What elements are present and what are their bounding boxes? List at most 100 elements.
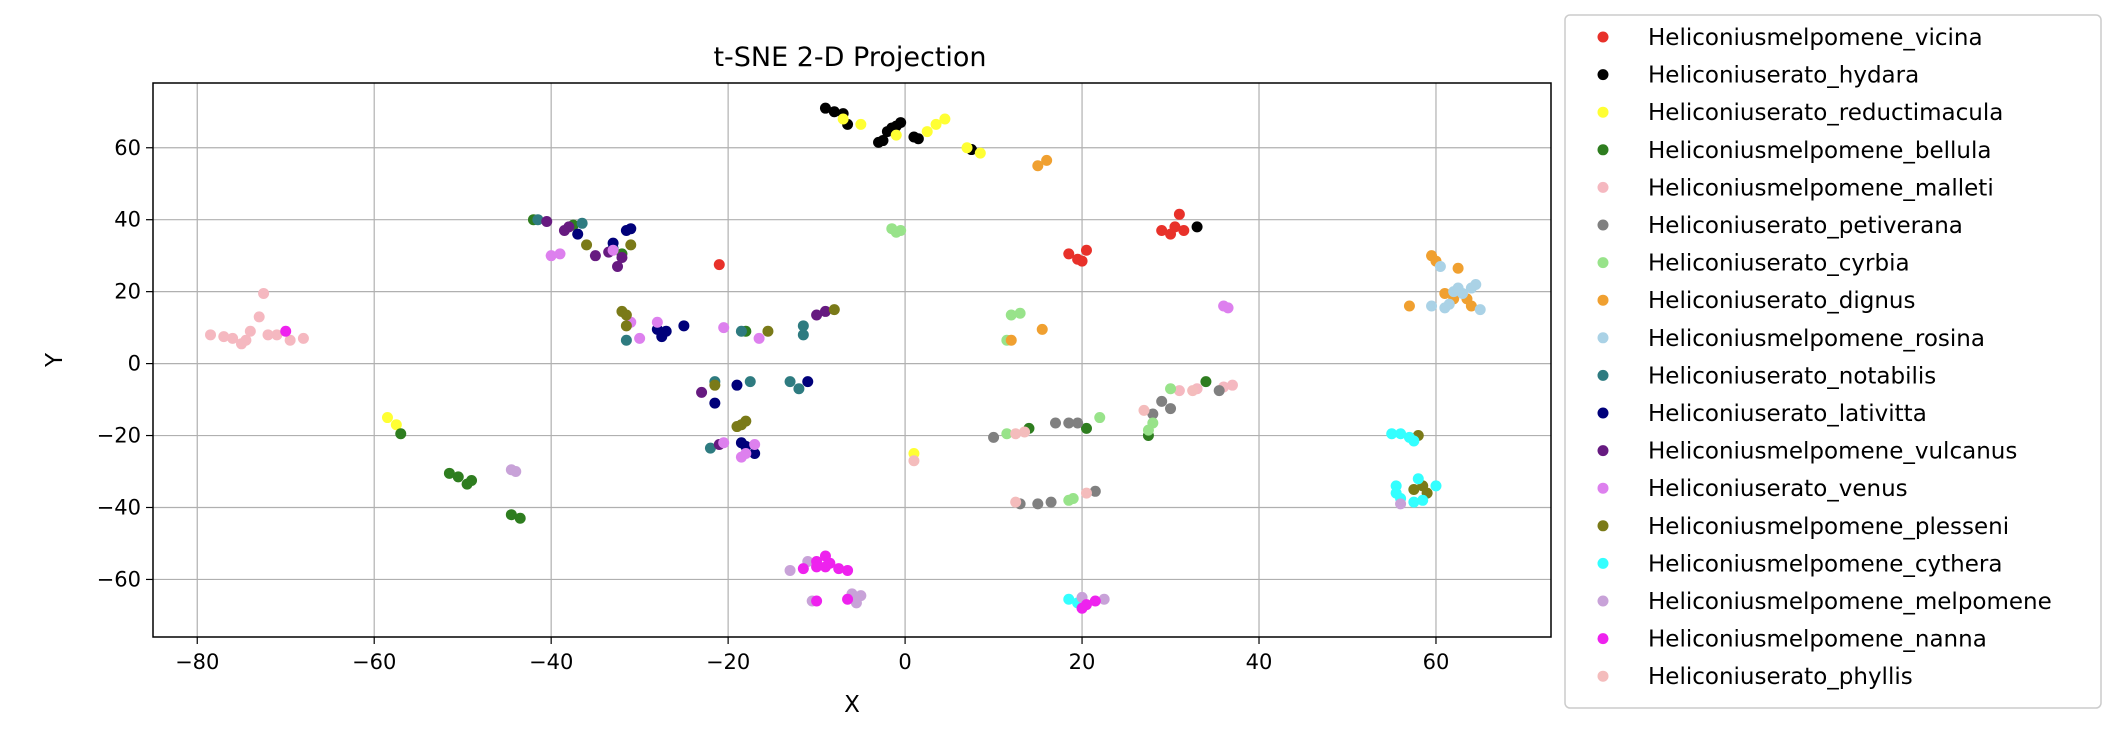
legend-marker (1597, 144, 1609, 156)
data-point (625, 223, 637, 235)
data-point (961, 142, 973, 154)
data-point (828, 106, 840, 118)
data-point (1434, 260, 1446, 272)
data-point (1036, 323, 1048, 335)
legend-entry: Heliconiusmelpomene_rosina (1597, 326, 1985, 352)
data-point (793, 383, 805, 395)
data-point (1417, 494, 1429, 506)
series-Heliconiuserato_hydara (819, 102, 1203, 233)
data-point (855, 590, 867, 602)
data-point (811, 595, 823, 607)
data-point (620, 309, 632, 321)
legend-marker (1597, 595, 1609, 607)
data-point (811, 561, 823, 573)
data-point (1001, 428, 1013, 440)
data-point (1063, 248, 1075, 260)
x-tick-label: −20 (706, 650, 750, 674)
data-point (718, 322, 730, 334)
series-Heliconiusmelpomene_vicina (713, 208, 1190, 271)
data-point (563, 221, 575, 233)
plot-area-frame (152, 82, 1552, 638)
legend-label: Heliconiusmelpomene_melpomene (1648, 589, 2052, 615)
data-point (713, 259, 725, 271)
data-point (1098, 593, 1110, 605)
y-tick-label: −60 (97, 567, 141, 591)
data-point (921, 126, 933, 138)
data-point (842, 564, 854, 576)
data-point (1439, 287, 1451, 299)
legend-entry: Heliconiuserato_petiverana (1597, 213, 1963, 239)
data-point (1080, 599, 1092, 611)
data-point (678, 320, 690, 332)
data-point (1408, 484, 1420, 496)
legend-entry: Heliconiuserato_cyrbia (1597, 251, 1910, 277)
legend-marker (1597, 332, 1609, 344)
data-point (709, 397, 721, 409)
legend-label: Heliconiuserato_cyrbia (1648, 251, 1910, 277)
data-point (532, 214, 544, 226)
legend-label: Heliconiuserato_venus (1648, 476, 1908, 502)
data-point (1089, 595, 1101, 607)
data-point (1010, 496, 1022, 508)
data-point (696, 386, 708, 398)
legend-marker (1597, 520, 1609, 532)
legend-frame (1564, 14, 2102, 709)
data-point (704, 442, 716, 454)
data-point (443, 467, 455, 479)
legend-label: Heliconiuserato_dignus (1648, 288, 1916, 314)
legend-marker (1597, 257, 1609, 269)
data-point (452, 471, 464, 483)
series-Heliconiuserato_reductimacula (381, 113, 986, 460)
legend-marker (1597, 633, 1609, 645)
data-point (625, 239, 637, 251)
legend-marker (1597, 445, 1609, 457)
data-point (1408, 435, 1420, 447)
data-point (1173, 208, 1185, 220)
series-Heliconiusmelpomene_vulcanus (541, 216, 831, 451)
data-point (890, 129, 902, 141)
series-Heliconiusmelpomene_rosina (1426, 260, 1486, 316)
legend-marker (1597, 670, 1609, 682)
legend-entry: Heliconiusmelpomene_vulcanus (1597, 439, 2017, 465)
data-point (1005, 309, 1017, 321)
legend-entry: Heliconiusmelpomene_melpomene (1597, 589, 2052, 615)
data-point (1014, 307, 1026, 319)
data-point (1474, 304, 1486, 316)
data-point (784, 564, 796, 576)
data-point (762, 325, 774, 337)
data-point (877, 135, 889, 147)
data-point (1094, 412, 1106, 424)
y-axis-title: Y (42, 352, 68, 368)
legend-label: Heliconiusmelpomene_vulcanus (1648, 439, 2017, 465)
x-tick-label: 0 (898, 650, 911, 674)
data-point (1408, 496, 1420, 508)
data-point (819, 305, 831, 317)
data-point (749, 448, 761, 460)
data-point (740, 448, 752, 460)
data-point (784, 376, 796, 388)
legend-entry: Heliconiuserato_hydara (1597, 63, 1919, 89)
x-tick-label: −40 (529, 650, 573, 674)
legend-entry: Heliconiuserato_notabilis (1597, 363, 1936, 389)
legend-entry: Heliconiusmelpomene_malleti (1597, 175, 1994, 201)
data-point (1080, 244, 1092, 256)
data-point (1019, 426, 1031, 438)
data-point (1452, 262, 1464, 274)
legend-entry: Heliconiusmelpomene_plesseni (1597, 514, 2009, 540)
data-point (1138, 404, 1150, 416)
data-point (297, 332, 309, 344)
data-point (1213, 385, 1225, 397)
data-point (1430, 480, 1442, 492)
data-point (589, 250, 601, 262)
data-point (634, 332, 646, 344)
data-point (819, 102, 831, 114)
legend-entry: Heliconiusmelpomene_vicina (1597, 25, 1983, 51)
data-point (908, 455, 920, 467)
data-point (837, 113, 849, 125)
x-tick-label: 20 (1069, 650, 1096, 674)
y-tick-label: −40 (97, 495, 141, 519)
data-point (1147, 417, 1159, 429)
series-Heliconiusmelpomene_cythera (1063, 428, 1442, 609)
data-point (1045, 496, 1057, 508)
data-point (253, 311, 265, 323)
